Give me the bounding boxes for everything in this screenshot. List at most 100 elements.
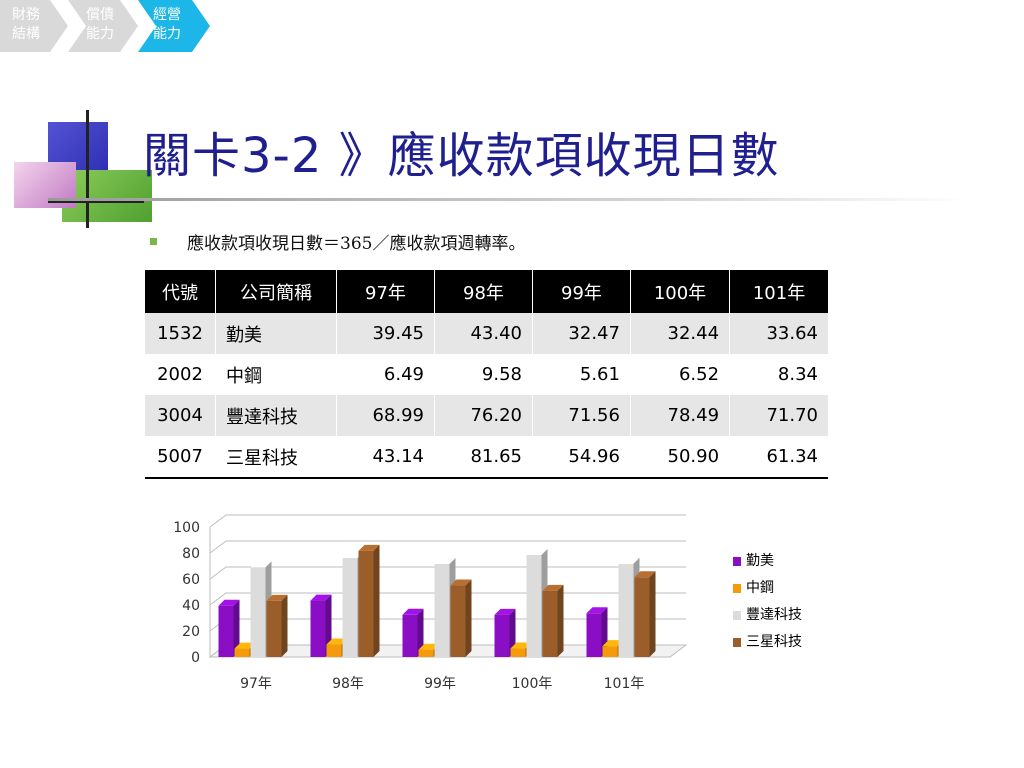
chevron-shape bbox=[138, 0, 210, 52]
column-header: 代號 bbox=[145, 270, 216, 313]
bar bbox=[326, 644, 342, 657]
bar-top bbox=[450, 579, 472, 586]
x-tick-label: 97年 bbox=[240, 676, 272, 692]
breadcrumb-label: 經營 能力 bbox=[153, 7, 181, 42]
table-cell: 6.49 bbox=[336, 354, 435, 395]
formula-text: 應收款項收現日數＝365／應收款項週轉率。 bbox=[187, 234, 526, 254]
bar-top bbox=[510, 642, 532, 649]
table-header-row: 代號 公司簡稱 97年 98年 99年 100年 101年 bbox=[145, 270, 828, 313]
bar-top bbox=[218, 599, 240, 606]
legend-label: 勤美 bbox=[746, 553, 774, 569]
legend-item: 中鋼 bbox=[733, 575, 802, 602]
table-cell: 6.52 bbox=[630, 354, 731, 395]
table-cell: 9.58 bbox=[434, 354, 533, 395]
breadcrumb-label: 財務 結構 bbox=[12, 7, 40, 42]
bar-top bbox=[342, 551, 364, 558]
bar bbox=[402, 614, 418, 657]
table-cell: 76.20 bbox=[434, 395, 533, 436]
table-cell: 50.90 bbox=[630, 436, 731, 479]
table-cell: 豐達科技 bbox=[215, 395, 337, 436]
bar bbox=[510, 648, 526, 657]
bar-top bbox=[266, 594, 288, 601]
bar-side bbox=[373, 544, 380, 657]
bar bbox=[266, 600, 282, 657]
bar-top bbox=[526, 548, 548, 555]
bar-top bbox=[634, 571, 656, 578]
table-cell: 43.14 bbox=[336, 436, 435, 479]
bar bbox=[234, 648, 250, 657]
bar bbox=[310, 600, 326, 657]
table-row: 2002 中鋼 6.49 9.58 5.61 6.52 8.34 bbox=[145, 354, 828, 395]
bar bbox=[218, 605, 234, 657]
column-header: 99年 bbox=[532, 270, 631, 313]
table-cell: 61.34 bbox=[729, 436, 828, 479]
x-tick-label: 98年 bbox=[332, 676, 364, 692]
legend-swatch bbox=[733, 584, 741, 593]
table-cell: 中鋼 bbox=[215, 354, 337, 395]
gridline bbox=[209, 540, 686, 554]
column-header: 100年 bbox=[630, 270, 731, 313]
title-underline bbox=[48, 198, 968, 201]
bar bbox=[342, 557, 358, 657]
gridline bbox=[209, 514, 686, 528]
y-tick-label: 60 bbox=[182, 572, 200, 588]
bar-top bbox=[602, 640, 624, 647]
bar-top bbox=[234, 642, 256, 649]
bar bbox=[358, 550, 374, 657]
bar bbox=[586, 613, 602, 657]
legend-swatch bbox=[733, 611, 741, 620]
legend-label: 中鋼 bbox=[746, 580, 774, 596]
bar-top bbox=[310, 594, 332, 601]
bar-side bbox=[281, 594, 288, 657]
chevron-shape bbox=[0, 0, 68, 52]
bar-top bbox=[586, 607, 608, 614]
column-header: 101年 bbox=[729, 270, 828, 313]
table-cell: 5.61 bbox=[532, 354, 631, 395]
table-cell: 71.70 bbox=[729, 395, 828, 436]
table-cell: 54.96 bbox=[532, 436, 631, 479]
bar-side bbox=[233, 599, 240, 657]
table-cell: 81.65 bbox=[434, 436, 533, 479]
bar bbox=[634, 577, 650, 657]
table-cell: 3004 bbox=[145, 395, 216, 436]
table-row: 5007 三星科技 43.14 81.65 54.96 50.90 61.34 bbox=[145, 436, 828, 479]
page-title: 關卡3-2 》應收款項收現日數 bbox=[143, 128, 780, 184]
y-tick-label: 0 bbox=[191, 650, 200, 666]
table-cell: 33.64 bbox=[729, 313, 828, 354]
bar bbox=[434, 563, 450, 657]
bar-top bbox=[418, 643, 440, 650]
x-tick-label: 100年 bbox=[512, 676, 553, 692]
table-cell: 三星科技 bbox=[215, 436, 337, 479]
table-cell: 8.34 bbox=[729, 354, 828, 395]
bar-top bbox=[494, 608, 516, 615]
column-header: 公司簡稱 bbox=[215, 270, 337, 313]
bar-top bbox=[542, 584, 564, 591]
bar-side bbox=[509, 608, 516, 657]
legend-item: 豐達科技 bbox=[733, 602, 802, 629]
legend-label: 豐達科技 bbox=[746, 607, 802, 623]
legend-label: 三星科技 bbox=[746, 634, 802, 650]
legend-item: 勤美 bbox=[733, 548, 802, 575]
bar bbox=[602, 646, 618, 657]
decorative-squares bbox=[14, 110, 152, 230]
bullet-marker bbox=[150, 238, 157, 245]
table-cell: 32.47 bbox=[532, 313, 631, 354]
bar-top bbox=[618, 557, 640, 564]
bar-top bbox=[402, 608, 424, 615]
table-cell: 71.56 bbox=[532, 395, 631, 436]
table-cell: 32.44 bbox=[630, 313, 731, 354]
x-tick-label: 101年 bbox=[604, 676, 645, 692]
bar-side bbox=[465, 579, 472, 657]
bar bbox=[526, 554, 542, 657]
table-row: 3004 豐達科技 68.99 76.20 71.56 78.49 71.70 bbox=[145, 395, 828, 436]
bar bbox=[250, 567, 266, 657]
collection-days-bar-chart: 0 20 40 60 80 100 97年 98年 99年 100年 101年 bbox=[173, 514, 688, 692]
y-tick-label: 20 bbox=[182, 624, 200, 640]
bar bbox=[418, 649, 434, 657]
bar bbox=[618, 563, 634, 657]
bar-top bbox=[326, 638, 348, 645]
column-header: 98年 bbox=[434, 270, 533, 313]
legend-swatch bbox=[733, 557, 741, 566]
bar-side bbox=[557, 584, 564, 657]
bar-top bbox=[250, 561, 272, 568]
